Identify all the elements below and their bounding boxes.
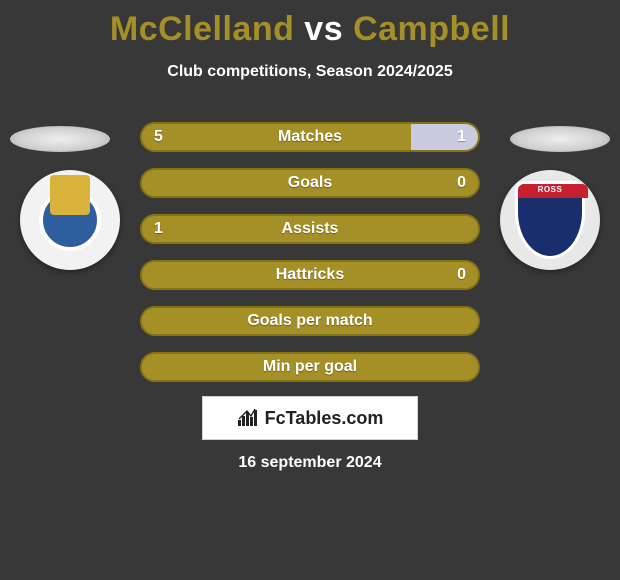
halo-right [510,126,610,152]
title-player-right: Campbell [353,10,510,48]
title-player-left: McClelland [110,10,294,48]
stat-row: 0 Hattricks [140,260,480,290]
team-right-badge: ROSS [500,170,600,270]
date-text: 16 september 2024 [0,454,620,472]
team-right-badge-circle: ROSS [500,170,600,270]
stat-label: Hattricks [276,266,344,284]
title-vs: vs [294,10,353,48]
stat-row: Min per goal [140,352,480,382]
team-right-crest-label: ROSS [518,185,582,194]
team-right-crest: ROSS [515,181,585,259]
branding-box: FcTables.com [202,396,418,440]
stats-container: 5 1 Matches 0 Goals 1 Assists 0 Hattricks Goals p… [140,122,480,398]
stat-row: Goals per match [140,306,480,336]
team-left-badge-circle [20,170,120,270]
stat-row: 0 Goals [140,168,480,198]
branding-text: FcTables.com [265,408,384,429]
stat-row: 5 1 Matches [140,122,480,152]
page-title: McClelland vs Campbell [0,0,620,49]
stat-label: Goals per match [247,312,372,330]
team-left-crest [39,189,101,251]
stat-label: Matches [278,128,342,146]
subtitle: Club competitions, Season 2024/2025 [0,63,620,81]
stat-label: Min per goal [263,358,357,376]
stat-label: Goals [288,174,332,192]
halo-left [10,126,110,152]
stat-fill-right [411,124,478,150]
team-left-badge [20,170,120,270]
stat-value-left: 1 [154,220,163,238]
bar-chart-icon [237,408,259,428]
stat-value-right: 1 [457,128,466,146]
stat-fill-left [142,124,411,150]
stat-label: Assists [282,220,339,238]
stat-row: 1 Assists [140,214,480,244]
stat-value-right: 0 [457,266,466,284]
stat-value-right: 0 [457,174,466,192]
stat-value-left: 5 [154,128,163,146]
